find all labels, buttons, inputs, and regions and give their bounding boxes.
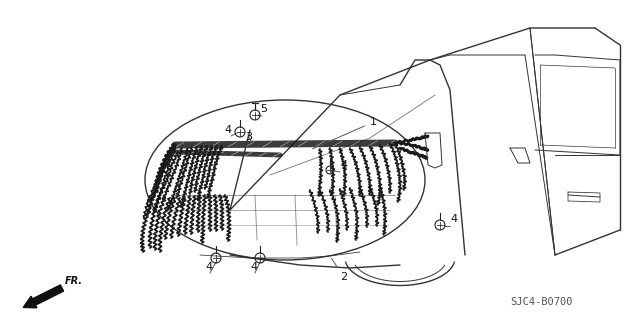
- Text: 4: 4: [205, 262, 212, 272]
- Text: 5: 5: [260, 104, 267, 114]
- Text: 4: 4: [340, 160, 347, 170]
- FancyArrow shape: [23, 285, 63, 308]
- Text: FR.: FR.: [65, 276, 83, 286]
- Text: SJC4-B0700: SJC4-B0700: [510, 297, 573, 307]
- Text: 2: 2: [332, 258, 347, 282]
- Text: 4: 4: [450, 214, 457, 224]
- Text: 1: 1: [312, 117, 377, 149]
- Text: 3: 3: [245, 132, 252, 142]
- Text: 4: 4: [224, 125, 231, 135]
- Text: 4: 4: [250, 262, 257, 272]
